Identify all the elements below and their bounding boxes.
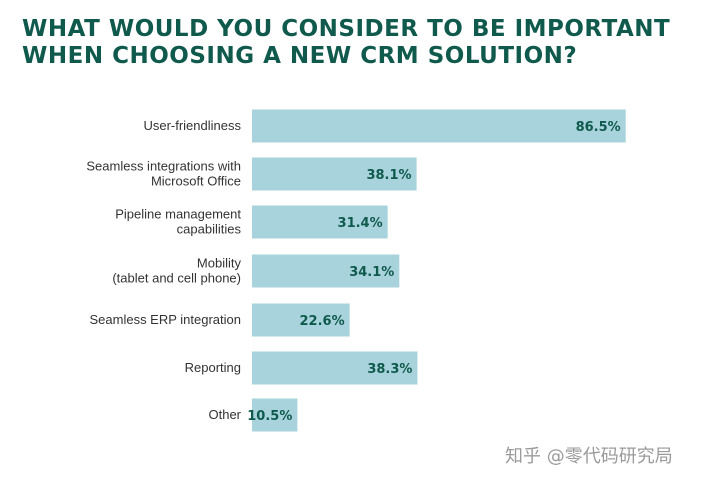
category-label-2: Pipeline management capabilities — [115, 207, 241, 237]
category-label-1: Seamless integrations with Microsoft Offi… — [86, 159, 241, 189]
category-label-3: Mobility (tablet and cell phone) — [112, 256, 241, 286]
category-label-4: Seamless ERP integration — [89, 312, 241, 327]
bar-0 — [252, 109, 626, 143]
value-label-3: 34.1% — [349, 265, 394, 280]
chart-title-line-1: WHAT WOULD YOU CONSIDER TO BE IMPORTANT — [22, 16, 671, 42]
bar-4 — [252, 303, 350, 337]
value-label-6: 10.5% — [247, 409, 292, 424]
category-label-0: User-friendliness — [143, 118, 241, 133]
value-label-4: 22.6% — [300, 314, 345, 329]
value-label-5: 38.3% — [367, 362, 412, 377]
category-label-6: Other — [208, 407, 241, 422]
bar-2 — [252, 205, 388, 239]
bar-1 — [252, 157, 417, 191]
category-label-5: Reporting — [185, 360, 241, 375]
watermark: 知乎 @零代码研究局 — [505, 446, 673, 467]
value-label-0: 86.5% — [576, 120, 621, 135]
bar-3 — [252, 254, 400, 288]
chart-title: WHAT WOULD YOU CONSIDER TO BE IMPORTANT … — [22, 16, 702, 70]
bar-5 — [252, 351, 418, 385]
value-label-1: 38.1% — [366, 168, 411, 183]
bar-6 — [252, 398, 298, 432]
chart-title-line-2: WHEN CHOOSING A NEW CRM SOLUTION? — [22, 43, 578, 69]
value-label-2: 31.4% — [338, 216, 383, 231]
